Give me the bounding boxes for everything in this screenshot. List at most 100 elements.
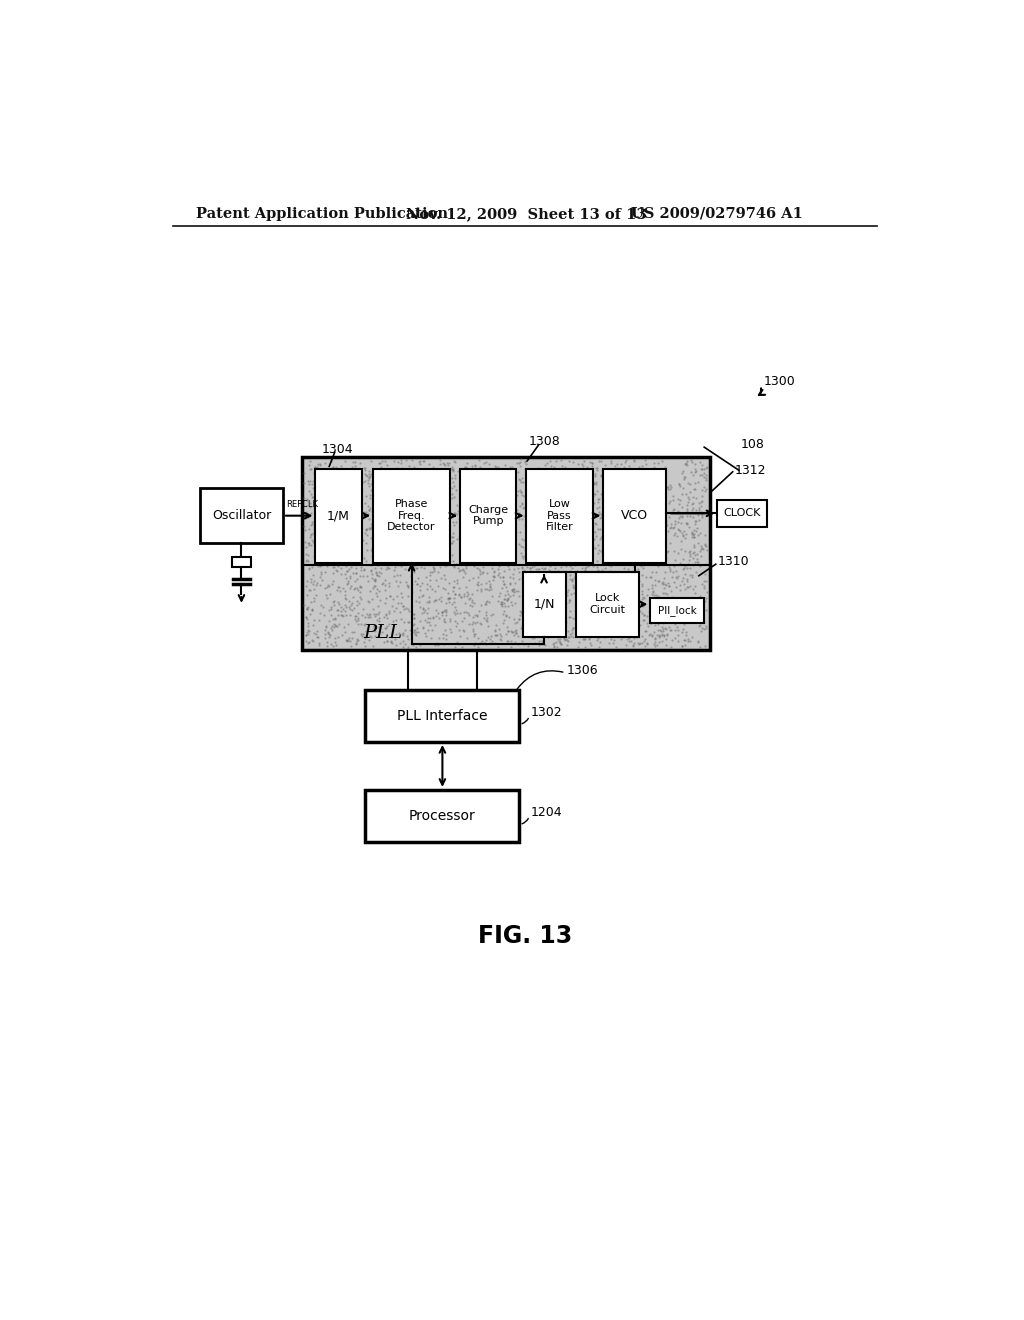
Point [360,508,377,529]
Point [673,539,689,560]
Point [361,591,378,612]
Point [641,549,657,570]
Point [407,549,423,570]
Point [312,496,329,517]
Point [340,612,356,634]
Point [412,576,428,597]
Point [395,595,412,616]
Point [331,511,347,532]
Point [490,523,507,544]
Point [696,577,713,598]
Point [301,532,317,553]
Point [563,619,580,640]
Point [406,615,422,636]
Point [606,528,623,549]
Point [361,626,378,647]
Point [413,492,429,513]
Point [560,531,577,552]
Point [603,628,620,649]
Point [454,537,470,558]
Point [364,589,380,610]
Point [422,570,438,591]
Point [441,591,458,612]
Point [425,457,441,478]
Point [494,626,510,647]
Point [614,546,631,568]
Point [595,466,611,487]
Point [547,482,563,503]
Point [675,568,691,589]
Point [517,515,534,536]
Point [433,512,450,533]
Point [308,478,325,499]
Point [684,451,700,473]
Point [357,463,374,484]
Point [647,570,664,591]
Point [528,591,545,612]
Point [568,561,585,582]
Point [564,532,581,553]
Point [677,635,693,656]
Point [385,478,401,499]
Point [654,536,671,557]
Point [644,579,660,601]
Point [582,461,598,482]
Point [648,503,665,524]
Point [426,515,442,536]
Point [577,628,593,649]
Point [680,576,696,597]
Point [375,488,391,510]
Point [552,552,568,573]
Point [626,594,642,615]
Point [698,467,715,488]
Point [691,498,708,519]
Point [657,463,674,484]
Point [662,478,678,499]
Point [310,495,327,516]
Point [318,635,335,656]
Point [355,599,372,620]
Point [535,603,551,624]
Point [298,624,314,645]
Point [606,466,623,487]
Point [573,491,590,512]
Point [324,599,340,620]
Point [503,631,519,652]
Point [649,500,666,521]
Point [616,525,633,546]
Point [318,486,335,507]
Point [380,486,396,507]
Point [554,523,570,544]
Point [650,548,667,569]
Point [543,455,559,477]
Point [512,470,528,491]
Point [688,461,705,482]
Point [466,623,482,644]
Point [314,541,331,562]
Point [638,453,654,474]
Point [621,466,637,487]
Text: 1310: 1310 [717,554,749,568]
Point [561,513,578,535]
Point [654,459,671,480]
Point [399,628,416,649]
Point [433,586,450,607]
Point [427,545,443,566]
Point [570,527,587,548]
Point [360,503,377,524]
Point [397,537,414,558]
Point [457,562,473,583]
Point [572,548,589,569]
Point [406,562,422,583]
Point [303,599,319,620]
Point [371,561,387,582]
Point [358,540,375,561]
Point [407,498,423,519]
Point [626,451,642,473]
Point [372,453,388,474]
Point [380,527,396,548]
Point [377,450,393,471]
Point [522,558,539,579]
Point [595,506,611,527]
Point [559,528,575,549]
